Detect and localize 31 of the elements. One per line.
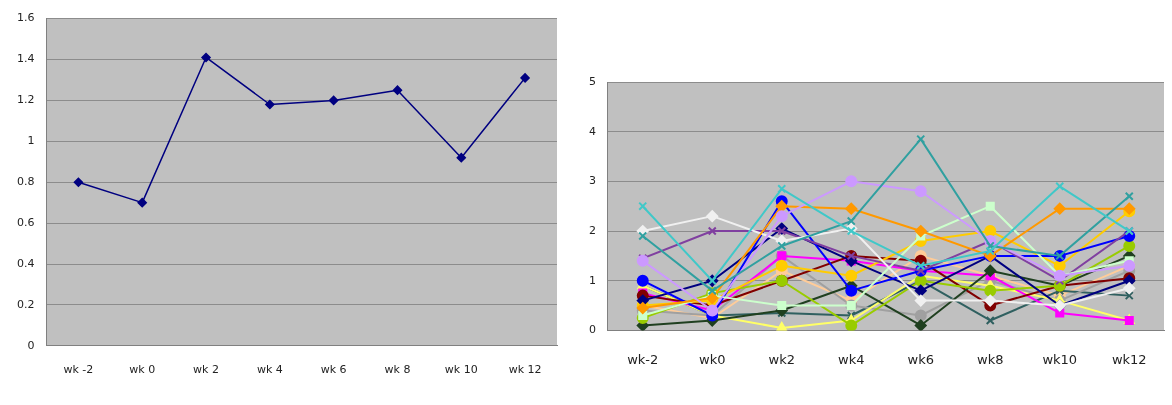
- x-tick-label: wk0: [699, 351, 726, 367]
- y-tick-label: 1.6: [16, 11, 35, 25]
- y-tick-label: 0: [27, 338, 35, 352]
- y-tick-label: 2: [589, 223, 596, 237]
- y-tick-label: 1: [589, 273, 596, 287]
- x-tick-label: wk12: [1111, 351, 1147, 367]
- x-tick-label: wk8: [977, 351, 1004, 367]
- x-tick-label: wk 4: [256, 363, 283, 377]
- x-tick-label: wk10: [1042, 351, 1078, 367]
- x-tick-label: wk 2: [193, 363, 219, 377]
- x-tick-label: wk2: [768, 351, 795, 367]
- x-tick-label: wk6: [907, 351, 934, 367]
- y-tick-label: 0.8: [16, 175, 35, 189]
- y-tick-label: 1: [27, 134, 35, 148]
- y-tick-label: 0.2: [16, 297, 35, 311]
- y-tick-label: 1.4: [16, 52, 35, 66]
- y-tick-label: 5: [589, 74, 596, 88]
- y-tick-label: 0.6: [16, 215, 35, 229]
- x-tick-label: wk -2: [63, 363, 94, 377]
- y-tick-label: 0.4: [16, 256, 35, 270]
- x-tick-label: wk 10: [444, 363, 478, 377]
- y-tick-label: 0: [589, 323, 596, 337]
- x-tick-label: wk 6: [320, 363, 347, 377]
- y-tick-label: 4: [589, 124, 596, 138]
- y-tick-label: 3: [589, 174, 596, 188]
- x-tick-label: wk 0: [129, 363, 156, 377]
- x-tick-label: wk-2: [627, 351, 659, 367]
- x-tick-label: wk 8: [384, 363, 411, 377]
- x-tick-label: wk 12: [508, 363, 542, 377]
- x-tick-label: wk4: [838, 351, 865, 367]
- y-tick-label: 1.2: [16, 93, 35, 107]
